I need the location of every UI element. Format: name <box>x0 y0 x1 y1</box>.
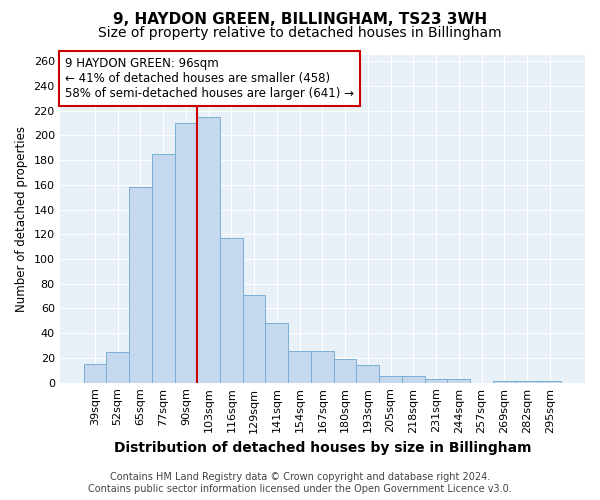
Bar <box>197 117 220 382</box>
Bar <box>83 364 106 382</box>
Bar <box>175 123 197 382</box>
Bar <box>106 352 129 382</box>
Bar <box>448 379 470 382</box>
Bar <box>129 188 152 382</box>
Text: Contains HM Land Registry data © Crown copyright and database right 2024.
Contai: Contains HM Land Registry data © Crown c… <box>88 472 512 494</box>
Bar <box>356 366 379 382</box>
Bar <box>334 359 356 382</box>
Bar <box>243 295 265 382</box>
Bar <box>402 376 425 382</box>
Bar <box>220 238 243 382</box>
Text: 9, HAYDON GREEN, BILLINGHAM, TS23 3WH: 9, HAYDON GREEN, BILLINGHAM, TS23 3WH <box>113 12 487 28</box>
Bar <box>379 376 402 382</box>
Bar <box>265 324 288 382</box>
Bar <box>288 350 311 382</box>
X-axis label: Distribution of detached houses by size in Billingham: Distribution of detached houses by size … <box>113 441 531 455</box>
Bar <box>152 154 175 382</box>
Bar <box>425 379 448 382</box>
Y-axis label: Number of detached properties: Number of detached properties <box>15 126 28 312</box>
Text: 9 HAYDON GREEN: 96sqm
← 41% of detached houses are smaller (458)
58% of semi-det: 9 HAYDON GREEN: 96sqm ← 41% of detached … <box>65 56 354 100</box>
Bar <box>311 350 334 382</box>
Text: Size of property relative to detached houses in Billingham: Size of property relative to detached ho… <box>98 26 502 40</box>
